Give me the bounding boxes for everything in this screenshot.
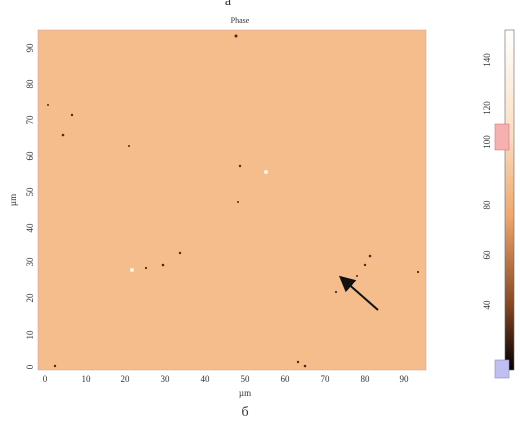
upper-marker bbox=[494, 123, 510, 151]
y-tick-label: 40 bbox=[25, 223, 35, 233]
y-tick-label: 20 bbox=[25, 293, 35, 303]
y-tick-label: 90 bbox=[25, 43, 35, 53]
caption-bottom: б bbox=[241, 405, 248, 420]
x-tick-label: 90 bbox=[400, 374, 410, 384]
y-tick-label: 50 bbox=[25, 187, 35, 197]
phase-image bbox=[37, 29, 427, 371]
x-axis-label: µm bbox=[239, 388, 251, 398]
x-tick-label: 80 bbox=[361, 374, 371, 384]
y-tick-label: 60 bbox=[25, 151, 35, 161]
arrow bbox=[338, 275, 379, 311]
colorbar-tick-label: 120 bbox=[482, 101, 492, 115]
x-tick-label: 60 bbox=[281, 374, 291, 384]
colorbar-tick-label: 40 bbox=[482, 300, 492, 310]
colorbar-tick-label: 80 bbox=[482, 200, 492, 210]
x-tick-label: 30 bbox=[161, 374, 171, 384]
y-axis-label: µm bbox=[8, 194, 18, 206]
x-tick-label: 50 bbox=[241, 374, 251, 384]
y-axis: 0 10 20 30 40 50 60 70 80 90 µm bbox=[8, 43, 35, 369]
colorbar-tick-label: 140 bbox=[482, 53, 492, 67]
y-tick-label: 30 bbox=[25, 257, 35, 267]
x-tick-label: 40 bbox=[201, 374, 211, 384]
colorbar-scale bbox=[504, 29, 515, 371]
y-tick-label: 70 bbox=[25, 115, 35, 125]
caption-top: а bbox=[225, 0, 232, 9]
colorbar: 140 120 100 80 60 40 bbox=[482, 29, 515, 379]
y-tick-label: 80 bbox=[25, 79, 35, 89]
colorbar-tick-label: 100 bbox=[482, 135, 492, 149]
plot-title: Phase bbox=[231, 16, 250, 25]
y-tick-label: 10 bbox=[25, 330, 35, 340]
colorbar-tick-label: 60 bbox=[482, 250, 492, 260]
speckles bbox=[47, 34, 420, 368]
lower-marker bbox=[494, 359, 510, 379]
x-axis: 0 10 20 30 40 50 60 70 80 90 µm bbox=[43, 374, 409, 398]
x-tick-label: 0 bbox=[43, 374, 48, 384]
x-tick-label: 70 bbox=[321, 374, 331, 384]
x-tick-label: 20 bbox=[121, 374, 131, 384]
y-tick-label: 0 bbox=[25, 364, 35, 369]
x-tick-label: 10 bbox=[82, 374, 92, 384]
